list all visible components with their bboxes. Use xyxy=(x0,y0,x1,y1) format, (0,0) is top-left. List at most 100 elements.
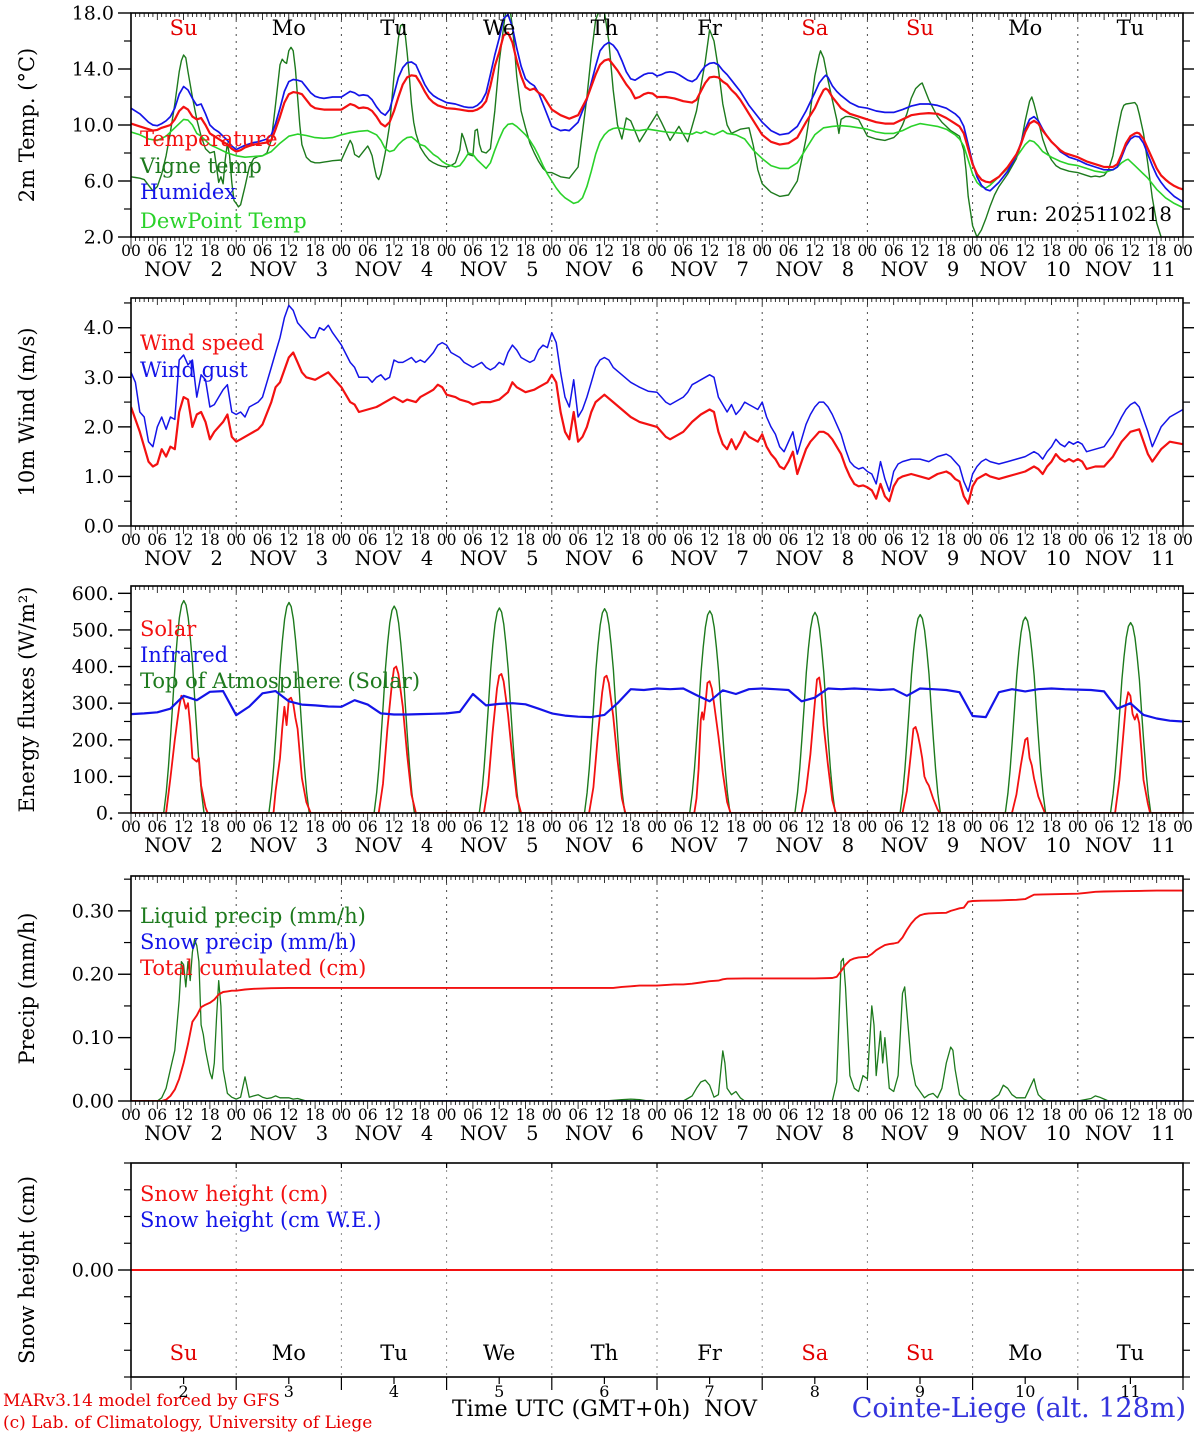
x-hour-label: 06 xyxy=(1094,531,1114,549)
x-hour-label: 00 xyxy=(332,818,352,836)
x-hour-label: 06 xyxy=(568,242,588,260)
panel-snow: 0.00 2 3 4 5 6 7 8 9 10 11 Su Mo Tu We Th Fr Sa Su Mo Tu Snow… xyxy=(15,1162,1194,1401)
day-name-label: Su xyxy=(170,1341,198,1365)
x-hour-label: 12 xyxy=(1015,531,1035,549)
model-credit: MARv3.14 model forced by GFS xyxy=(3,1391,280,1411)
time-axis-title: Time UTC (GMT+0h) NOV xyxy=(452,1399,757,1421)
x-hour-label: 18 xyxy=(305,242,325,260)
x-hour-label: 12 xyxy=(910,1106,930,1124)
legend-infrared: Infrared xyxy=(140,643,229,667)
y-axis-title: 10m Wind (m/s) xyxy=(15,327,39,496)
legend-wind-gust: Wind gust xyxy=(140,358,248,382)
x-hour-label: 06 xyxy=(989,818,1009,836)
y-tick-label: 1.0 xyxy=(84,466,114,488)
x-hour-label: 12 xyxy=(700,1106,720,1124)
x-hour-label: 00 xyxy=(752,531,772,549)
y-tick-label: 14.0 xyxy=(72,59,114,81)
x-day-number: 6 xyxy=(599,1382,609,1401)
legend-snow-precip: Snow precip (mm/h) xyxy=(140,930,357,954)
x-hour-label: 12 xyxy=(595,242,615,260)
x-hour-label: 06 xyxy=(463,242,483,260)
x-day-label: NOV 2 xyxy=(144,258,223,281)
day-name-label: Su xyxy=(170,16,198,40)
day-name-label: We xyxy=(483,1341,515,1365)
x-hour-label: 18 xyxy=(831,531,851,549)
x-hour-label: 12 xyxy=(910,531,930,549)
legend-vigne-temp: Vigne temp xyxy=(140,154,262,178)
x-hour-label: 18 xyxy=(621,242,641,260)
legend-dewpoint-temp: DewPoint Temp xyxy=(140,209,307,233)
legend-humidex: Humidex xyxy=(140,180,237,204)
x-hour-label: 06 xyxy=(147,531,167,549)
x-hour-label: 06 xyxy=(1094,1106,1114,1124)
x-hour-label: 18 xyxy=(516,531,536,549)
x-hour-label: 18 xyxy=(1147,531,1167,549)
x-hour-label: 00 xyxy=(437,531,457,549)
series-temperature xyxy=(131,31,1183,191)
x-hour-label: 18 xyxy=(726,531,746,549)
x-hour-label: 18 xyxy=(726,1106,746,1124)
y-tick-label: 18.0 xyxy=(72,3,114,25)
y-tick-label: 0.0 xyxy=(84,516,114,538)
y-tick-label: 2.0 xyxy=(84,416,114,438)
x-hour-label: 00 xyxy=(752,818,772,836)
x-hour-label: 00 xyxy=(752,242,772,260)
x-hour-label: 00 xyxy=(542,242,562,260)
x-hour-label: 00 xyxy=(1068,818,1088,836)
x-hour-label: 12 xyxy=(279,242,299,260)
x-day-label: NOV 4 xyxy=(355,834,434,857)
x-hour-label: 18 xyxy=(516,242,536,260)
x-hour-label: 00 xyxy=(1068,1106,1088,1124)
x-day-label: NOV 3 xyxy=(249,547,328,570)
y-axis-title: Energy fluxes (W/m²) xyxy=(15,587,39,813)
series-solar xyxy=(131,665,1183,813)
x-hour-label: 12 xyxy=(700,531,720,549)
series-liquid-precip xyxy=(131,938,1183,1101)
x-hour-label: 12 xyxy=(384,531,404,549)
y-tick-label: 4.0 xyxy=(84,317,114,339)
x-hour-label: 12 xyxy=(595,531,615,549)
x-hour-label: 18 xyxy=(200,818,220,836)
y-tick-label: 400. xyxy=(72,656,114,678)
x-hour-label: 12 xyxy=(910,242,930,260)
x-hour-label: 00 xyxy=(647,818,667,836)
x-hour-label: 12 xyxy=(384,1106,404,1124)
x-day-label: NOV 7 xyxy=(670,547,749,570)
x-hour-label: 00 xyxy=(121,1106,141,1124)
x-hour-label: 12 xyxy=(910,818,930,836)
x-day-label: NOV 9 xyxy=(881,258,960,281)
legend-snow-height: Snow height (cm) xyxy=(140,1182,329,1206)
x-hour-label: 06 xyxy=(253,242,273,260)
x-day-number: 10 xyxy=(1015,1382,1035,1401)
y-tick-label: 6.0 xyxy=(84,171,114,193)
x-hour-label: 06 xyxy=(989,242,1009,260)
x-hour-label: 00 xyxy=(1173,531,1193,549)
legend-temperature: Temperature xyxy=(140,127,278,151)
x-hour-label: 06 xyxy=(147,818,167,836)
legend-solar: Solar xyxy=(140,617,197,641)
y-tick-label: 0.00 xyxy=(72,1091,114,1113)
x-hour-label: 00 xyxy=(226,818,246,836)
x-day-label: NOV 10 xyxy=(980,258,1071,281)
day-name-label: We xyxy=(483,16,515,40)
x-day-number: 5 xyxy=(494,1382,504,1401)
panel-energy: 0. 100. 200. 300. 400. 500. 600. 00 06 12 18 00 06 12… xyxy=(15,583,1194,857)
x-day-label: NOV 11 xyxy=(1085,834,1176,857)
x-hour-label: 00 xyxy=(1173,1106,1193,1124)
x-hour-label: 06 xyxy=(884,818,904,836)
y-tick-label: 0.00 xyxy=(72,1260,114,1282)
x-hour-label: 06 xyxy=(463,531,483,549)
day-name-label: Fr xyxy=(697,16,723,40)
x-hour-label: 12 xyxy=(489,242,509,260)
x-day-label: NOV 2 xyxy=(144,834,223,857)
x-hour-label: 18 xyxy=(410,531,430,549)
x-day-label: NOV 6 xyxy=(565,1122,644,1145)
x-hour-label: 06 xyxy=(253,818,273,836)
day-name-label: Su xyxy=(906,16,934,40)
x-hour-label: 18 xyxy=(516,818,536,836)
x-hour-label: 12 xyxy=(1121,531,1141,549)
x-hour-label: 18 xyxy=(726,818,746,836)
x-hour-label: 06 xyxy=(779,242,799,260)
x-hour-label: 18 xyxy=(936,531,956,549)
